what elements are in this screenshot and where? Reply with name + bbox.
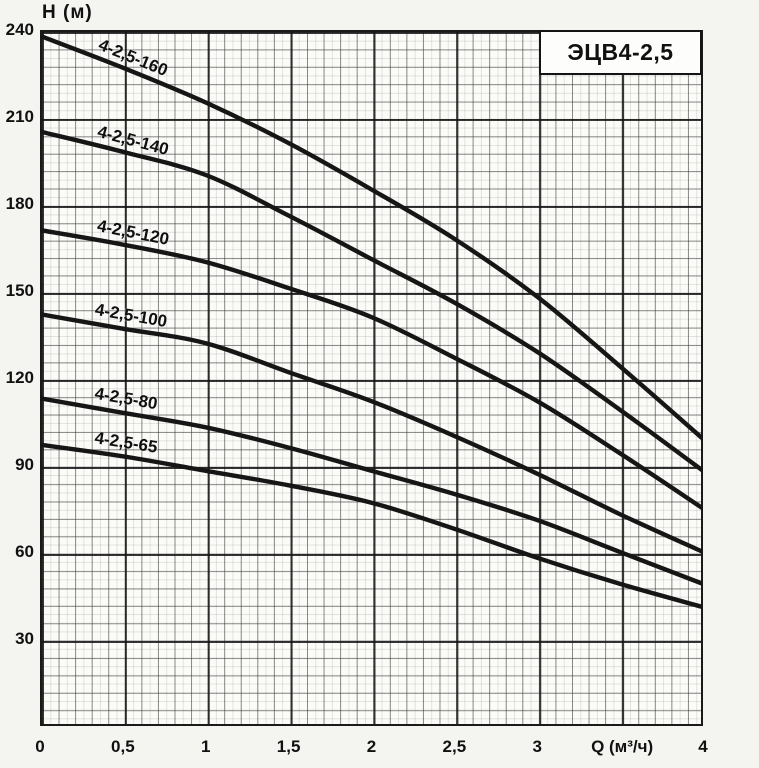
x-tick-label-2: 2 [366, 737, 377, 756]
curve-4-2,5-65 [40, 442, 703, 610]
x-axis-title: Q (м³/ч) [591, 737, 654, 756]
curve-4-2,5-120 [40, 227, 703, 511]
y-tick-label-60: 60 [15, 542, 34, 561]
plot-area: ЭЦВ4-2,5 4-2,5-160 4-2,5-140 4-2,5-120 4-2,… [40, 30, 703, 726]
y-tick-label-90: 90 [15, 455, 34, 474]
y-tick-label-210: 210 [5, 107, 34, 126]
y-tick-label-30: 30 [15, 629, 34, 648]
y-tick-label-150: 150 [5, 281, 34, 300]
curves-layer [40, 33, 703, 610]
y-tick-label-120: 120 [5, 368, 34, 387]
chart-title: ЭЦВ4-2,5 [567, 39, 674, 65]
x-tick-label-2,5: 2,5 [442, 737, 467, 756]
chart-title-box: ЭЦВ4-2,5 [539, 30, 702, 75]
y-axis-title: H (м) [42, 2, 93, 23]
x-tick-label-1: 1 [201, 737, 211, 756]
curve-4-2,5-100 [40, 312, 703, 555]
y-tick-label-240: 240 [5, 20, 34, 39]
y-tick-label-180: 180 [5, 194, 34, 213]
curve-4-2,5-160 [40, 33, 703, 442]
x-tick-label-0: 0 [35, 737, 45, 756]
x-tick-label-4: 4 [698, 737, 708, 756]
curve-4-2,5-80 [40, 396, 703, 587]
curve-4-2,5-140 [40, 129, 703, 473]
x-tick-label-1,5: 1,5 [276, 737, 301, 756]
x-tick-label-0,5: 0,5 [111, 737, 135, 756]
x-tick-label-3: 3 [532, 737, 542, 756]
